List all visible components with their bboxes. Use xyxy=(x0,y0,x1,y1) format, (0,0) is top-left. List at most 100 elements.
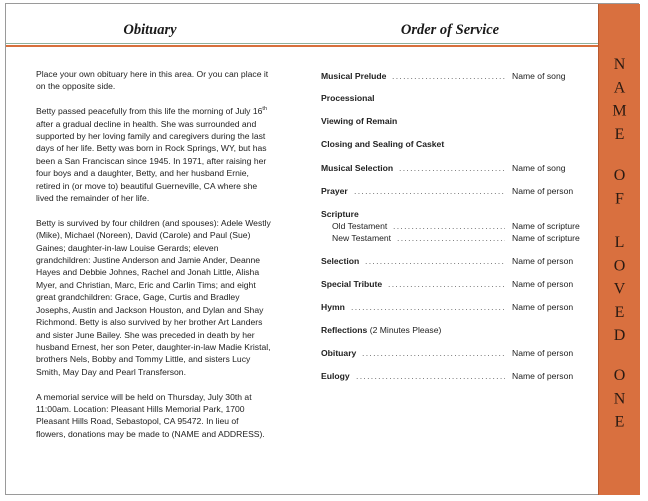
text-line: Richmond. Betty is also survived by her … xyxy=(36,317,263,328)
service-item-note: (2 Minutes Please) xyxy=(367,325,442,335)
text-line: supported by her loving family and careg… xyxy=(36,131,266,142)
service-item: Special Tribute Name of person...........… xyxy=(321,279,591,291)
service-item-label: Selection xyxy=(321,256,359,266)
dot-leader: ........................................… xyxy=(392,71,505,81)
service-item-label: Eulogy xyxy=(321,371,350,381)
text-line-main: Betty passed peacefully from this life t… xyxy=(36,106,263,117)
service-item: Scripture xyxy=(321,209,591,221)
service-item-label: Musical Selection xyxy=(321,163,393,173)
dot-leader: ........................................… xyxy=(354,186,505,196)
text-line: lived the remainder of her life. xyxy=(36,193,150,204)
service-item: Closing and Sealing of Casket xyxy=(321,139,591,151)
service-item-name: Obituary xyxy=(321,348,357,358)
service-item-label: Hymn xyxy=(321,302,345,312)
text-line: Betty passed peacefully from this life t… xyxy=(36,105,306,117)
service-item: Obituary Name of person..................… xyxy=(321,348,591,360)
order-of-service-heading: Order of Service xyxy=(400,22,500,38)
text-line: and sister June Bailey. She was preceded… xyxy=(36,329,255,340)
service-item: Hymn Name of person......................… xyxy=(321,302,591,314)
text-line: four boys and a daughter, Betty, and her… xyxy=(36,168,249,179)
service-item-name: Musical Selection xyxy=(321,163,394,173)
service-item-value: Name of person xyxy=(512,186,574,196)
service-item-label: Musical Prelude xyxy=(321,71,386,81)
text-line: brothers Nels, Bobby and Tommy Little, a… xyxy=(36,354,251,365)
program-page xyxy=(5,3,639,495)
service-item: Prayer Name of person....................… xyxy=(321,186,591,198)
text-line: Josephs, Austin and Jackson Houston, and… xyxy=(36,304,264,315)
service-item-name: Selection xyxy=(321,256,360,266)
service-item-label: Reflections (2 Minutes Please) xyxy=(321,325,441,335)
dot-leader: ........................................… xyxy=(397,233,505,243)
service-item-name: Eulogy xyxy=(321,371,350,381)
text-line: Pleasant Hills Road, Sebastopol, CA 9547… xyxy=(36,416,239,427)
service-item: Eulogy Name of person....................… xyxy=(321,371,591,383)
service-item-label: Obituary xyxy=(321,348,356,358)
service-item-value: Name of scripture xyxy=(512,221,580,231)
service-item-name: Special Tribute xyxy=(321,279,383,289)
text-line: on the opposite side. xyxy=(36,81,116,92)
service-item-value: Name of person xyxy=(512,279,574,289)
text-line: Betty is survived by four children (and … xyxy=(36,217,271,228)
service-item-name: Reflections xyxy=(321,325,368,335)
dot-leader: ........................................… xyxy=(388,279,505,289)
banner-word-name: NAME xyxy=(611,56,628,150)
service-item-name: Viewing of Remain xyxy=(321,116,398,126)
dot-leader: ........................................… xyxy=(356,371,505,381)
banner-word-one: ONE xyxy=(611,367,628,438)
ordinal-suffix: th xyxy=(262,106,268,113)
service-item: Processional xyxy=(321,93,591,105)
banner-word-of: OF xyxy=(611,167,628,214)
text-line: been a San Franciscan since 1945. In 197… xyxy=(36,155,267,166)
text-line: Place your own obituary here in this are… xyxy=(36,69,269,79)
service-item-value: Name of person xyxy=(512,302,574,312)
service-item-name: New Testament xyxy=(332,233,392,243)
service-item: New Testament Name of scripture..........… xyxy=(321,233,591,245)
obituary-paragraph: Place your own obituary here in this are… xyxy=(36,68,306,93)
service-item-value: Name of scripture xyxy=(512,233,580,243)
service-item: Musical Selection Name of song...........… xyxy=(321,163,591,175)
header-divider-orange xyxy=(6,45,598,47)
service-item: Selection Name of person.................… xyxy=(321,256,591,268)
text-line: (Mike), Michael (Noreen), David (Carole)… xyxy=(36,230,251,241)
text-line: grandchildren: Justine Anderson and Jami… xyxy=(36,255,261,266)
service-item-label: Special Tribute xyxy=(321,279,382,289)
service-item-value: Name of song xyxy=(512,163,566,173)
service-item-name: Hymn xyxy=(321,302,345,312)
service-item-name: Scripture xyxy=(321,209,359,219)
header-divider-green xyxy=(6,43,598,44)
service-item: Viewing of Remain xyxy=(321,116,591,128)
dot-leader: ........................................… xyxy=(365,256,505,266)
service-item: Reflections (2 Minutes Please) xyxy=(321,325,591,337)
obituary-heading: Obituary xyxy=(123,22,177,38)
service-item-value: Name of person xyxy=(512,371,574,381)
text-line: great grandchildren: Grace, Gage, Curtis… xyxy=(36,292,240,303)
service-item-label: Closing and Sealing of Casket xyxy=(321,139,444,149)
service-item-label: Viewing of Remain xyxy=(321,116,397,126)
dot-leader: ........................................… xyxy=(399,163,505,173)
service-item: Musical Prelude Name of song.............… xyxy=(321,71,591,83)
service-item-name: Old Testament xyxy=(332,221,388,231)
dot-leader: ........................................… xyxy=(362,348,505,358)
service-item-label: Processional xyxy=(321,93,375,103)
text-line: A memorial service will be held on Thurs… xyxy=(36,391,252,402)
text-line: retired in (or move to) beautiful Guerne… xyxy=(36,180,258,191)
name-of-loved-one-banner: NAME OF LOVED ONE xyxy=(598,4,640,495)
text-line: Hayes and Debbie Johnes, Rachel and Jona… xyxy=(36,267,260,278)
service-item-name: Prayer xyxy=(321,186,348,196)
service-item-value: Name of song xyxy=(512,71,566,81)
service-item-name: Closing and Sealing of Casket xyxy=(321,139,445,149)
dot-leader: ........................................… xyxy=(351,302,505,312)
dot-leader: ........................................… xyxy=(393,221,505,231)
banner-word-loved: LOVED xyxy=(611,233,628,351)
service-item-label: New Testament xyxy=(332,233,391,243)
text-line: 11:00am. Location: Pleasant Hills Memori… xyxy=(36,403,245,414)
text-line: flowers, donations may be made to (NAME … xyxy=(36,428,265,439)
obituary-paragraph: Betty is survived by four children (and … xyxy=(36,217,306,378)
text-line: husband Ernest, her son Peter, daughter-… xyxy=(36,341,271,352)
service-item-name: Processional xyxy=(321,93,375,103)
text-line: Gaines; daughter-in-law Louise Gerards; … xyxy=(36,242,219,253)
text-line: Myer, and Christian, Marc, Eric and Carl… xyxy=(36,279,256,290)
service-item-name: Musical Prelude xyxy=(321,71,387,81)
service-item-value: Name of person xyxy=(512,348,574,358)
service-item-value: Name of person xyxy=(512,256,574,266)
